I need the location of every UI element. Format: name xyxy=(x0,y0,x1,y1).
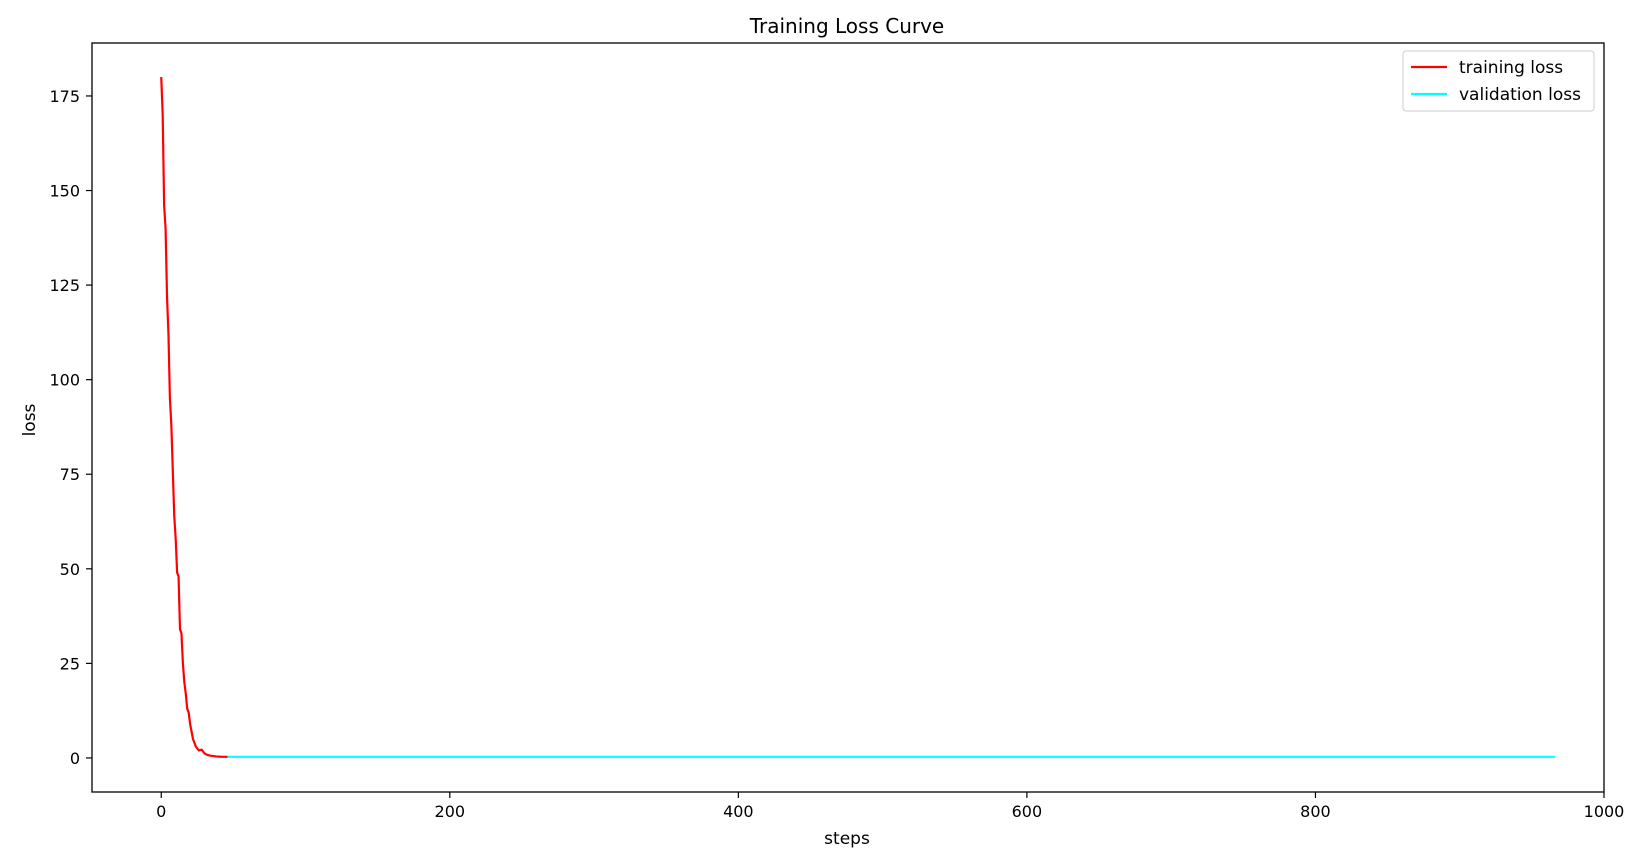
x-tick-label: 600 xyxy=(1012,802,1043,821)
plot-frame xyxy=(91,42,1605,793)
y-axis-label: loss xyxy=(20,403,40,436)
y-tick-label: 75 xyxy=(60,465,80,484)
x-tick-label: 400 xyxy=(723,802,754,821)
x-axis-label: steps xyxy=(824,829,870,849)
legend-box xyxy=(1402,50,1595,112)
x-tick-label: 0 xyxy=(156,802,166,821)
y-tick-label: 175 xyxy=(49,87,80,106)
y-tick-label: 25 xyxy=(60,654,80,673)
x-tick-label: 800 xyxy=(1300,802,1331,821)
series-line-training-loss xyxy=(160,77,228,758)
x-tick-label: 200 xyxy=(435,802,466,821)
x-tick-label: 1000 xyxy=(1584,802,1625,821)
legend: training loss validation loss xyxy=(1402,50,1595,112)
legend-label-validation-loss: validation loss xyxy=(1459,85,1581,105)
y-tick-label: 50 xyxy=(60,560,80,579)
y-tick-label: 100 xyxy=(49,371,80,390)
y-tick-label: 0 xyxy=(70,749,80,768)
legend-label-training-loss: training loss xyxy=(1459,58,1563,78)
series-layer xyxy=(160,77,1555,758)
x-axis: 0 200 400 600 800 1000 xyxy=(156,792,1624,821)
y-axis: 0 25 50 75 100 125 150 175 xyxy=(49,87,92,768)
y-tick-label: 150 xyxy=(49,182,80,201)
chart-title: Training Loss Curve xyxy=(749,14,945,38)
y-tick-label: 125 xyxy=(49,276,80,295)
